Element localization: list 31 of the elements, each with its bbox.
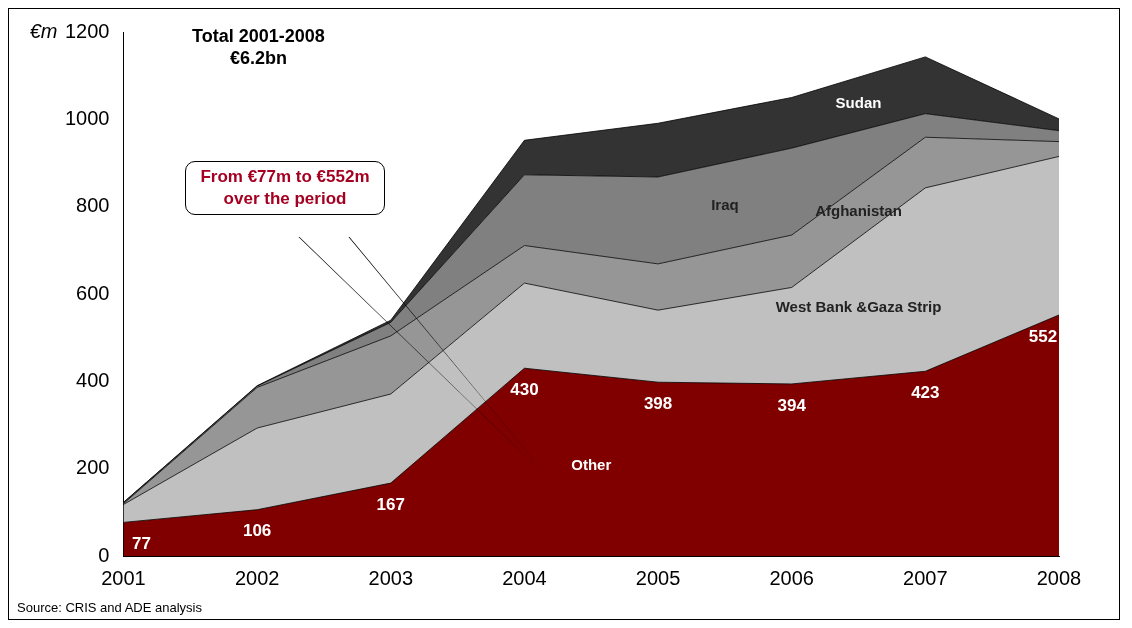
x-tick-label: 2002 [234, 566, 280, 589]
data-label: 77 [132, 534, 151, 554]
x-tick-label: 2004 [502, 566, 547, 589]
series-label: West Bank &Gaza Strip [775, 297, 942, 315]
y-tick-label: 1200 [64, 19, 110, 42]
data-label: 423 [911, 382, 940, 402]
y-tick-label: 600 [76, 281, 110, 304]
chart-title: Total 2001-2008 €6.2bn [192, 26, 325, 68]
data-label: 394 [777, 395, 807, 415]
data-label: 167 [376, 494, 405, 514]
y-tick-label: 0 [98, 543, 110, 566]
x-tick-label: 2008 [1036, 566, 1082, 589]
series-label: Other [571, 455, 612, 473]
x-tick-label: 2003 [368, 566, 414, 589]
y-tick-label: 1000 [64, 106, 110, 129]
x-tick-label: 2006 [769, 566, 814, 589]
y-tick-label: 200 [76, 456, 110, 479]
source-note: Source: CRIS and ADE analysis [17, 600, 202, 615]
series-label: Iraq [711, 196, 739, 214]
x-tick-label: 2001 [101, 566, 146, 589]
y-axis-title: €m [29, 19, 58, 42]
series-label: Sudan [835, 94, 882, 112]
y-tick-label: 800 [76, 194, 110, 217]
x-tick-label: 2007 [903, 566, 948, 589]
data-label: 106 [242, 521, 272, 541]
data-label: 398 [643, 393, 673, 413]
data-label: 552 [1028, 326, 1058, 346]
annotation: From €77m to €552m over the period [185, 161, 385, 215]
x-tick-label: 2005 [635, 566, 681, 589]
data-label: 430 [510, 379, 539, 399]
y-tick-label: 400 [76, 368, 110, 391]
